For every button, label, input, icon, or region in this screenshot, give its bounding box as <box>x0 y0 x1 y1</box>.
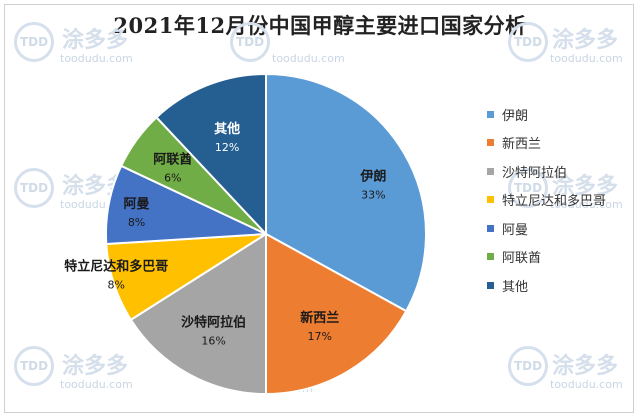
pie-slice-7 <box>155 72 267 237</box>
legend-item: 其他 <box>487 271 627 300</box>
legend-swatch <box>487 139 494 147</box>
slice-percent-label: 12% <box>215 141 239 154</box>
legend-label: 特立尼达和多巴哥 <box>502 194 607 210</box>
legend-label: 新西兰 <box>502 137 542 153</box>
slice-percent-label: 8% <box>108 279 125 292</box>
slice-category-label: 特立尼达和多巴哥 <box>64 259 168 275</box>
legend-label: 阿联酋 <box>502 251 542 267</box>
legend-item: 伊朗 <box>487 100 627 129</box>
slice-percent-label: 16% <box>201 334 225 347</box>
chart-legend: 伊朗新西兰沙特阿拉伯特立尼达和多巴哥 阿曼阿联酋其他 <box>487 100 627 300</box>
watermark-logo-7: TDD <box>508 346 548 386</box>
chart-title: 2021年12月份中国甲醇主要进口国家分析 <box>113 13 527 38</box>
legend-label: 伊朗 <box>502 108 529 124</box>
legend-label: 其他 <box>502 279 529 295</box>
slice-category-label: 沙特阿拉伯 <box>181 314 246 330</box>
legend-swatch <box>487 110 494 118</box>
slice-category-label: 阿联酋 <box>153 151 192 167</box>
legend-item: 特立尼达和多巴哥 <box>487 186 627 215</box>
legend-item: 阿曼 <box>487 214 627 243</box>
watermark-logo-2: TDD <box>14 168 54 208</box>
legend-swatch <box>487 253 494 261</box>
legend-label: 沙特阿拉伯 <box>502 165 568 181</box>
pie-slice-2 <box>265 232 408 396</box>
watermark-logo-3: TDD <box>14 346 54 386</box>
legend-swatch <box>487 196 494 204</box>
slice-category-label: 新西兰 <box>300 310 339 326</box>
watermark-logo-6: TDD <box>508 168 548 208</box>
slice-percent-label: 8% <box>128 216 145 229</box>
slice-category-label: 其他 <box>214 121 240 137</box>
slice-category-label: 伊朗 <box>359 169 386 185</box>
watermark-logo-1: TDD <box>14 22 54 62</box>
slice-category-label: 阿曼 <box>124 197 150 212</box>
watermark-logo-5: TDD <box>508 22 548 62</box>
legend-swatch <box>487 224 494 232</box>
pie-slice-1 <box>265 72 427 313</box>
legend-item: 新西兰 <box>487 129 627 158</box>
watermark-logo-4: TDD <box>230 22 270 62</box>
slice-percent-label: 6% <box>164 171 181 184</box>
legend-label: 阿曼 <box>502 222 529 238</box>
legend-item: 沙特阿拉伯 <box>487 157 627 186</box>
pie-slice-3 <box>129 232 267 396</box>
legend-swatch <box>487 281 494 289</box>
legend-swatch <box>487 167 494 175</box>
legend-item: 阿联酋 <box>487 243 627 272</box>
slice-percent-label: 33% <box>361 189 385 202</box>
slice-percent-label: 17% <box>308 330 332 343</box>
